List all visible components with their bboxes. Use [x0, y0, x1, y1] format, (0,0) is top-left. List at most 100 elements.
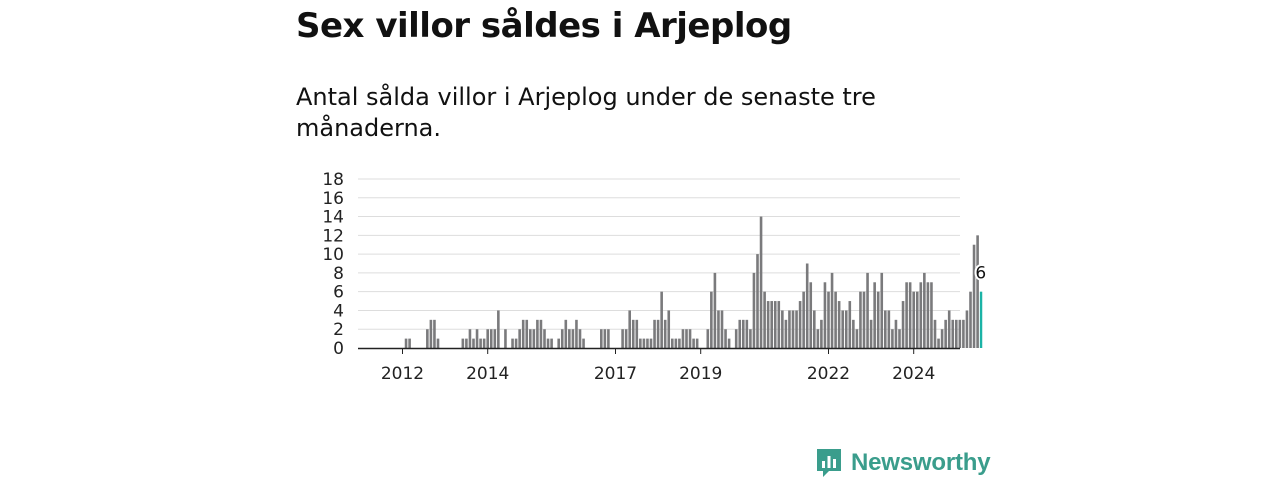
bars: [404, 216, 983, 348]
bar: [720, 310, 724, 348]
bar: [866, 272, 869, 348]
y-tick-label: 2: [333, 320, 344, 340]
bar: [830, 272, 834, 348]
bar: [514, 338, 518, 348]
bar: [404, 338, 408, 348]
bar: [926, 282, 930, 348]
bar: [671, 338, 674, 348]
bar: [511, 338, 514, 348]
bar: [571, 329, 575, 348]
bar: [681, 329, 685, 348]
bar: [653, 319, 656, 348]
bar: [965, 310, 969, 348]
bar: [784, 319, 788, 348]
bar: [695, 338, 699, 348]
bar: [497, 310, 500, 348]
chart-subtitle: Antal sålda villor i Arjeplog under de s…: [296, 83, 876, 142]
bar: [805, 263, 809, 348]
bar: [536, 319, 539, 348]
bar: [727, 338, 731, 348]
bar: [738, 319, 742, 348]
bar: [770, 301, 773, 348]
bar: [763, 291, 766, 348]
bar: [813, 310, 816, 348]
bar: [766, 301, 770, 348]
bar: [823, 282, 827, 348]
y-tick-label: 16: [322, 189, 344, 209]
bar: [578, 329, 582, 348]
bar: [869, 319, 873, 348]
bar: [408, 338, 411, 348]
bar: [887, 310, 891, 348]
y-tick-label: 6: [333, 283, 344, 303]
bar: [543, 329, 546, 348]
bar: [898, 329, 901, 348]
bar: [564, 319, 568, 348]
bar: [873, 282, 876, 348]
bar: [479, 338, 482, 348]
bar: [660, 291, 663, 348]
bar: [901, 301, 905, 348]
bar: [944, 319, 947, 348]
y-tick-label: 10: [322, 245, 344, 265]
x-tick-label: 2014: [466, 364, 509, 384]
bar: [724, 329, 727, 348]
bar: [436, 338, 440, 348]
bar: [539, 319, 543, 348]
brand-name: Newsworthy: [851, 449, 991, 476]
bar: [933, 319, 937, 348]
bar: [692, 338, 695, 348]
bar: [759, 216, 763, 348]
bar: [582, 338, 585, 348]
bar: [930, 282, 933, 348]
bar: [940, 329, 944, 348]
bar: [798, 301, 802, 348]
bar: [678, 338, 681, 348]
bar: [795, 310, 798, 348]
bar: [568, 329, 571, 348]
bar: [504, 329, 507, 348]
bar: [557, 338, 560, 348]
bar: [550, 338, 553, 348]
bar: [884, 310, 887, 348]
y-tick-label: 0: [333, 339, 344, 359]
bar: [908, 282, 912, 348]
bar: [742, 319, 745, 348]
x-tick-label: 2022: [807, 364, 850, 384]
x-tick-label: 2017: [594, 364, 637, 384]
bar: [621, 329, 624, 348]
bar: [891, 329, 894, 348]
bar: [468, 329, 472, 348]
bar: [962, 319, 965, 348]
bar: [685, 329, 688, 348]
x-tick-label: 2019: [679, 364, 722, 384]
bar: [937, 338, 940, 348]
bar: [844, 310, 848, 348]
bar: [951, 319, 955, 348]
x-tick-label: 2012: [381, 364, 424, 384]
bar: [656, 319, 660, 348]
x-tick-label: 2024: [892, 364, 935, 384]
bar: [521, 319, 525, 348]
bar: [827, 291, 830, 348]
bar: [674, 338, 678, 348]
page-title: Sex villor såldes i Arjeplog: [296, 6, 792, 46]
bar: [976, 235, 979, 348]
brand-logo: Newsworthy: [815, 447, 991, 479]
bar: [667, 310, 671, 348]
bar: [969, 291, 972, 348]
bar: [493, 329, 497, 348]
bar: [486, 329, 489, 348]
grid-lines: [358, 178, 960, 330]
bar: [781, 310, 784, 348]
bar: [631, 319, 635, 348]
bar: [532, 329, 536, 348]
bar: [958, 319, 962, 348]
bar: [820, 319, 823, 348]
bar: [642, 338, 646, 348]
bar: [791, 310, 795, 348]
bar: [972, 244, 976, 348]
bar: [859, 291, 862, 348]
bar: [546, 338, 550, 348]
